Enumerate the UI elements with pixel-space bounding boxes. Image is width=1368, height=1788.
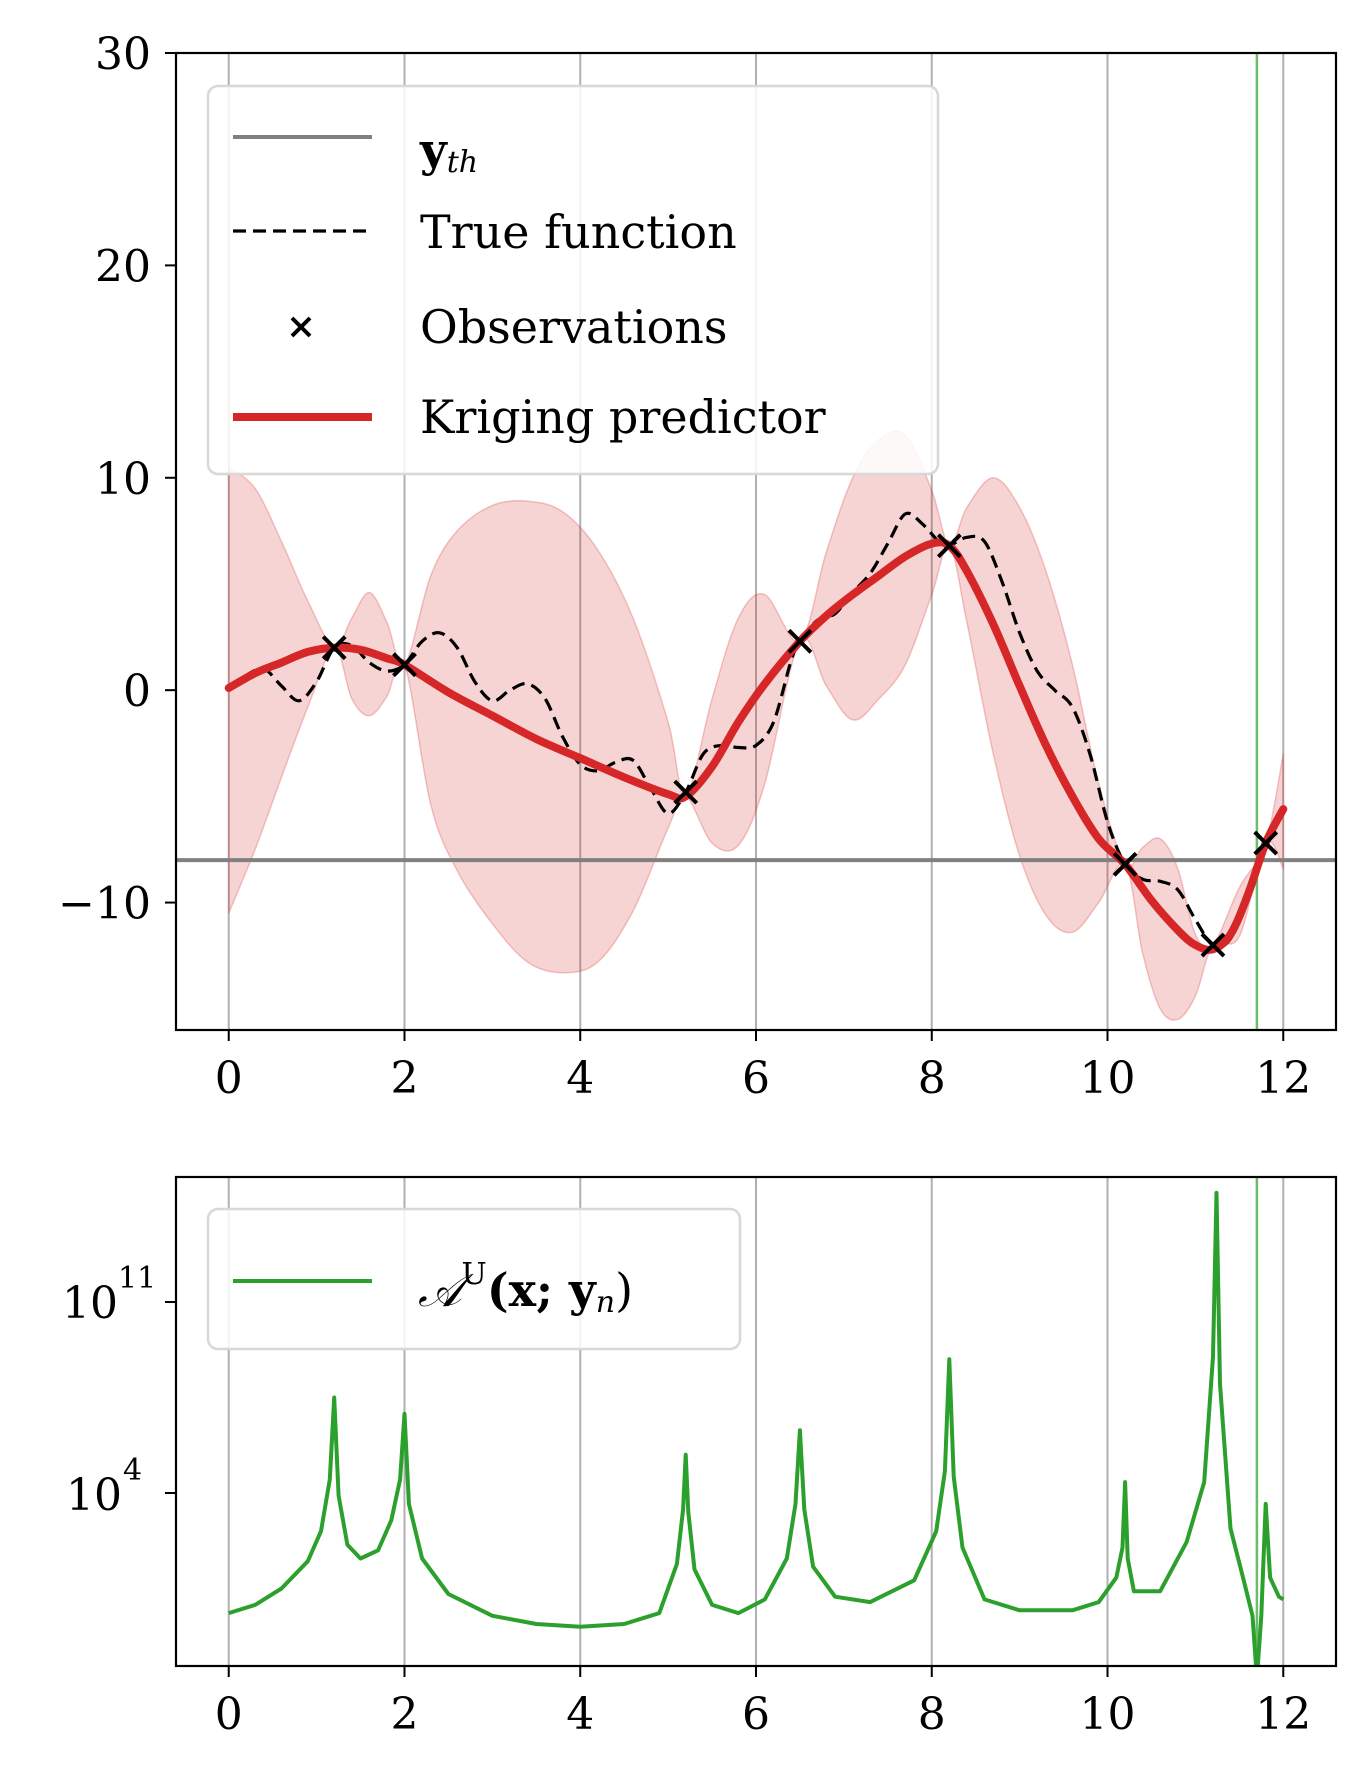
observation-marker bbox=[392, 652, 417, 678]
legend-acq-close: ) bbox=[615, 1263, 633, 1317]
observation-markers bbox=[321, 533, 1279, 958]
y-tick-label-1e11: 10 bbox=[62, 1278, 118, 1329]
top-y-ticks: 30 20 10 0 −10 bbox=[58, 29, 176, 930]
y-tick-exp-1e4: 4 bbox=[123, 1453, 142, 1488]
top-y-tick-label: 10 bbox=[95, 454, 151, 505]
observation-marker bbox=[673, 779, 699, 805]
top-y-tick-label: 0 bbox=[123, 666, 151, 717]
kriging-confidence-band bbox=[227, 430, 1285, 1021]
top-y-tick-label: 30 bbox=[95, 29, 151, 80]
legend-label-observations: Observations bbox=[420, 300, 728, 354]
observation-marker bbox=[1253, 830, 1279, 856]
bottom-x-tick-label: 8 bbox=[918, 1689, 946, 1740]
legend-label-kriging: Kriging predictor bbox=[420, 390, 826, 444]
acquisition-line bbox=[228, 1190, 1285, 1666]
observation-marker bbox=[1200, 932, 1226, 958]
legend-label-acquisition: 𝒜U(x; yn) bbox=[418, 1257, 633, 1320]
bottom-x-tick-label: 2 bbox=[390, 1689, 418, 1740]
bottom-axes: 0 2 4 6 8 10 12 10 11 10 4 𝒜U(x; yn) bbox=[62, 1175, 1338, 1740]
top-x-ticks: 0 2 4 6 8 10 12 bbox=[215, 1030, 1311, 1104]
top-x-tick-label: 10 bbox=[1080, 1053, 1136, 1104]
observation-marker bbox=[787, 628, 813, 654]
top-x-tick-label: 2 bbox=[390, 1053, 418, 1104]
bottom-legend-box bbox=[206, 1207, 742, 1351]
top-legend: yth True function Observations Kriging p… bbox=[206, 84, 940, 476]
bottom-x-tick-label: 12 bbox=[1255, 1689, 1311, 1740]
kriging-predictor-line bbox=[224, 538, 1288, 954]
true-function-line bbox=[227, 511, 1268, 949]
top-y-tick-label: 20 bbox=[95, 241, 151, 292]
legend-threshold-sub: th bbox=[447, 145, 478, 180]
bottom-x-tick-label: 4 bbox=[566, 1689, 594, 1740]
legend-threshold-base: y bbox=[419, 123, 448, 177]
legend-label-true-function: True function bbox=[420, 205, 737, 259]
bottom-x-tick-label: 10 bbox=[1080, 1689, 1136, 1740]
legend-acq-args: (x; y bbox=[487, 1263, 597, 1317]
top-legend-box bbox=[206, 84, 940, 476]
bottom-legend: 𝒜U(x; yn) bbox=[206, 1207, 742, 1351]
top-y-tick-label: −10 bbox=[58, 879, 151, 930]
y-tick-exp-1e11: 11 bbox=[118, 1261, 156, 1296]
legend-acq-sup: U bbox=[462, 1257, 487, 1292]
observation-marker bbox=[1112, 851, 1138, 877]
bottom-x-tick-label: 6 bbox=[742, 1689, 770, 1740]
y-tick-label-1e4: 10 bbox=[66, 1470, 122, 1521]
top-axes: 0 2 4 6 8 10 12 30 20 10 0 −10 yth True function O… bbox=[58, 29, 1338, 1104]
top-x-tick-label: 0 bbox=[215, 1053, 243, 1104]
legend-swatch-observations bbox=[290, 316, 312, 338]
observation-marker bbox=[936, 533, 962, 559]
legend-acq-sub: n bbox=[596, 1285, 615, 1320]
bottom-x-tick-label: 0 bbox=[215, 1689, 243, 1740]
top-x-tick-label: 4 bbox=[566, 1053, 594, 1104]
top-x-tick-label: 12 bbox=[1255, 1053, 1311, 1104]
top-x-tick-label: 6 bbox=[742, 1053, 770, 1104]
top-x-tick-label: 8 bbox=[918, 1053, 946, 1104]
bottom-y-ticks: 10 11 10 4 bbox=[62, 1261, 176, 1521]
legend-label-threshold: yth bbox=[419, 123, 478, 180]
bottom-x-ticks: 0 2 4 6 8 10 12 bbox=[215, 1666, 1311, 1740]
observation-marker bbox=[321, 635, 347, 661]
